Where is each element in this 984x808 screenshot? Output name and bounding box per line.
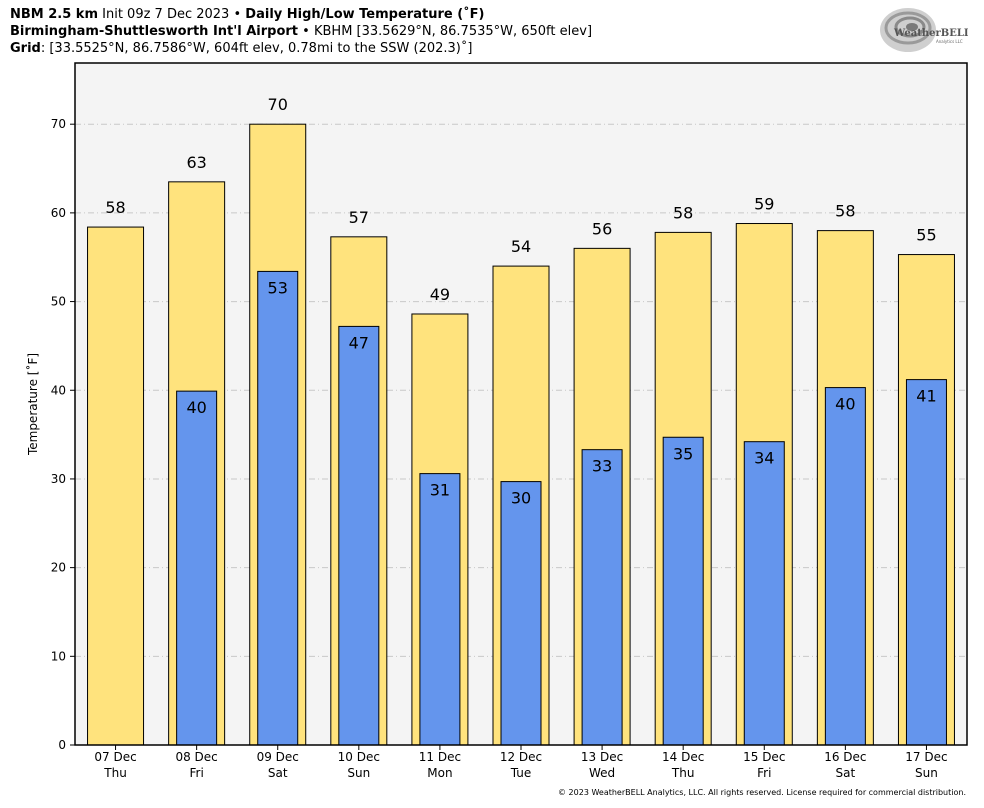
high-value-label: 55 bbox=[916, 226, 936, 245]
x-tick-date: 08 Dec bbox=[175, 750, 217, 764]
init-time: Init 09z 7 Dec 2023 bbox=[102, 7, 230, 22]
low-bar bbox=[743, 441, 785, 746]
high-value-label: 63 bbox=[186, 153, 206, 172]
x-tick-day: Fri bbox=[757, 766, 771, 780]
low-value-label: 40 bbox=[835, 395, 855, 414]
plot-frame bbox=[74, 62, 968, 746]
high-bar bbox=[492, 265, 550, 746]
x-tick-day: Sun bbox=[347, 766, 370, 780]
high-value-label: 58 bbox=[835, 202, 855, 221]
low-value-label: 41 bbox=[916, 387, 936, 406]
high-bar bbox=[87, 226, 145, 746]
high-value-label: 57 bbox=[349, 208, 369, 227]
high-bar bbox=[168, 181, 226, 746]
x-tick-date: 14 Dec bbox=[662, 750, 704, 764]
low-bar bbox=[824, 387, 866, 746]
low-value-label: 47 bbox=[349, 333, 369, 352]
high-bar bbox=[411, 313, 469, 746]
x-tick-date: 15 Dec bbox=[743, 750, 785, 764]
low-bar bbox=[257, 270, 299, 746]
logo-subtext: Analytics LLC bbox=[936, 39, 963, 44]
logo-text: WeatherBELL bbox=[893, 28, 968, 39]
low-value-label: 31 bbox=[430, 481, 450, 500]
y-tick-label: 60 bbox=[51, 206, 66, 220]
low-bar bbox=[581, 449, 623, 746]
high-value-label: 49 bbox=[430, 285, 450, 304]
y-tick-label: 10 bbox=[51, 649, 66, 663]
high-bar bbox=[816, 230, 874, 746]
x-tick-day: Sat bbox=[836, 766, 856, 780]
x-tick-day: Thu bbox=[103, 766, 127, 780]
low-value-label: 33 bbox=[592, 457, 612, 476]
header-line-2: Birmingham-Shuttlesworth Int'l Airport •… bbox=[10, 24, 592, 40]
low-bar bbox=[176, 390, 218, 746]
x-tick-date: 10 Dec bbox=[338, 750, 380, 764]
x-tick-day: Tue bbox=[510, 766, 532, 780]
station-details: KBHM [33.5629°N, 86.7535°W, 650ft elev] bbox=[313, 24, 593, 39]
low-value-label: 34 bbox=[754, 449, 774, 468]
high-value-label: 56 bbox=[592, 219, 612, 238]
x-tick-date: 07 Dec bbox=[94, 750, 136, 764]
x-tick-day: Thu bbox=[671, 766, 695, 780]
header-line-3: Grid: [33.5525°N, 86.7586°W, 604ft elev,… bbox=[10, 41, 472, 57]
low-bar bbox=[500, 481, 542, 746]
low-bar bbox=[419, 473, 461, 746]
high-bar bbox=[897, 254, 955, 746]
low-value-label: 35 bbox=[673, 444, 693, 463]
y-tick-label: 20 bbox=[51, 561, 66, 575]
y-axis-label: Temperature [˚F] bbox=[25, 353, 40, 456]
high-bar bbox=[573, 247, 631, 746]
separator-dot: • bbox=[302, 24, 310, 39]
high-bar bbox=[249, 123, 307, 746]
high-bar bbox=[735, 223, 793, 746]
separator-dot: • bbox=[233, 7, 242, 22]
weatherbell-logo: WeatherBELL Analytics LLC bbox=[880, 8, 968, 52]
swirl-logo-icon bbox=[880, 8, 936, 52]
y-tick-label: 50 bbox=[51, 295, 66, 309]
y-tick-label: 30 bbox=[51, 472, 66, 486]
x-tick-day: Mon bbox=[427, 766, 452, 780]
grid-details: : [33.5525°N, 86.7586°W, 604ft elev, 0.7… bbox=[40, 41, 473, 56]
low-value-label: 53 bbox=[268, 278, 288, 297]
y-tick-label: 70 bbox=[51, 117, 66, 131]
copyright-notice: © 2023 WeatherBELL Analytics, LLC. All r… bbox=[558, 788, 966, 797]
high-value-label: 70 bbox=[268, 95, 288, 114]
low-value-label: 40 bbox=[186, 398, 206, 417]
high-value-label: 54 bbox=[511, 237, 531, 256]
x-tick-day: Sat bbox=[268, 766, 288, 780]
header-line-1: NBM 2.5 km Init 09z 7 Dec 2023 • Daily H… bbox=[10, 7, 484, 23]
x-tick-date: 13 Dec bbox=[581, 750, 623, 764]
station-name: Birmingham-Shuttlesworth Int'l Airport bbox=[10, 24, 299, 39]
chart-title: Daily High/Low Temperature (˚F) bbox=[245, 7, 485, 22]
high-bar bbox=[654, 231, 712, 746]
low-bar bbox=[338, 325, 380, 746]
high-value-label: 58 bbox=[673, 203, 693, 222]
low-value-label: 30 bbox=[511, 489, 531, 508]
high-value-label: 59 bbox=[754, 195, 774, 214]
low-bar bbox=[905, 379, 947, 746]
plot-area bbox=[75, 63, 967, 745]
low-bar bbox=[662, 436, 704, 746]
x-tick-day: Wed bbox=[589, 766, 615, 780]
x-tick-date: 09 Dec bbox=[257, 750, 299, 764]
high-bar bbox=[330, 236, 388, 746]
y-tick-label: 40 bbox=[51, 383, 66, 397]
x-tick-date: 12 Dec bbox=[500, 750, 542, 764]
y-tick-label: 0 bbox=[58, 738, 66, 752]
high-value-label: 58 bbox=[105, 198, 125, 217]
x-tick-date: 17 Dec bbox=[905, 750, 947, 764]
grid-label: Grid bbox=[10, 41, 41, 56]
x-tick-day: Fri bbox=[189, 766, 203, 780]
x-tick-day: Sun bbox=[915, 766, 938, 780]
x-tick-date: 11 Dec bbox=[419, 750, 461, 764]
model-name: NBM 2.5 km bbox=[10, 7, 98, 22]
x-tick-date: 16 Dec bbox=[824, 750, 866, 764]
